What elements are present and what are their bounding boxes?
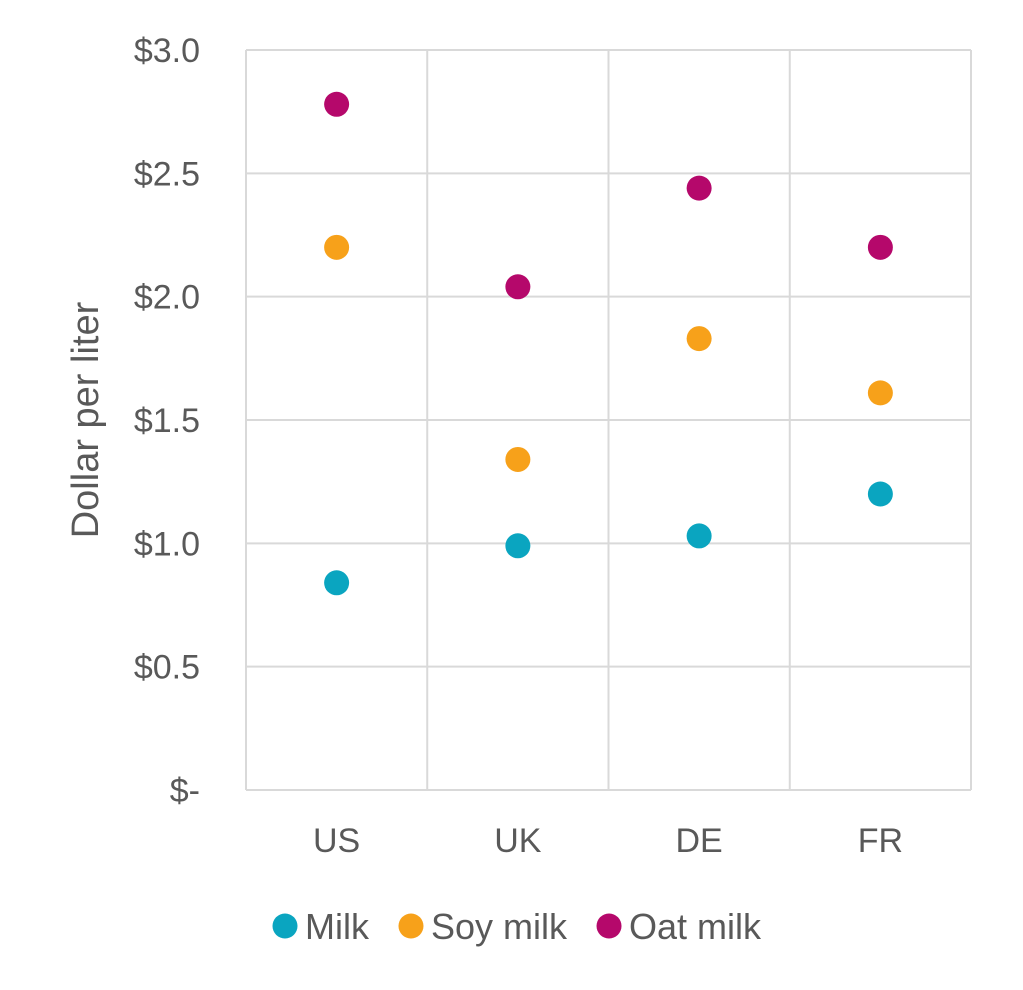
x-category-labels: US UK DE FR: [313, 822, 903, 860]
grid: [245, 49, 972, 791]
y-tick-label: $2.5: [134, 155, 200, 193]
x-category-label: DE: [676, 822, 723, 860]
point-soy-milk-fr: [867, 380, 893, 406]
legend-marker: [272, 913, 298, 939]
y-tick-label: $3.0: [134, 32, 200, 70]
point-oat-milk-us: [324, 91, 350, 117]
legend-item: Soy milk: [398, 906, 568, 947]
point-milk-de: [686, 523, 712, 549]
legend-label: Oat milk: [629, 906, 762, 947]
legend-marker: [596, 913, 622, 939]
legend-label: Milk: [305, 906, 370, 947]
legend: Milk Soy milk Oat milk: [272, 906, 762, 947]
point-oat-milk-uk: [505, 274, 531, 300]
point-oat-milk-de: [686, 175, 712, 201]
y-tick-label: $2.0: [134, 279, 200, 317]
legend-label: Soy milk: [431, 906, 568, 947]
y-axis-title: Dollar per liter: [65, 301, 107, 538]
x-category-label: US: [313, 822, 360, 860]
y-tick-label: $1.0: [134, 525, 200, 563]
data-points: [324, 91, 893, 596]
y-tick-labels: $- $0.5 $1.0 $1.5 $2.0 $2.5 $3.0: [134, 32, 200, 810]
point-soy-milk-uk: [505, 446, 531, 472]
legend-item: Oat milk: [596, 906, 762, 947]
legend-item: Milk: [272, 906, 370, 947]
legend-marker: [398, 913, 424, 939]
point-soy-milk-de: [686, 326, 712, 352]
y-tick-label: $0.5: [134, 649, 200, 687]
y-tick-label: $1.5: [134, 402, 200, 440]
x-category-label: UK: [494, 822, 542, 860]
point-oat-milk-fr: [867, 234, 893, 260]
x-category-label: FR: [858, 822, 903, 860]
point-soy-milk-us: [324, 234, 350, 260]
point-milk-uk: [505, 533, 531, 559]
point-milk-fr: [867, 481, 893, 507]
point-milk-us: [324, 570, 350, 596]
y-tick-label: $-: [170, 772, 200, 810]
